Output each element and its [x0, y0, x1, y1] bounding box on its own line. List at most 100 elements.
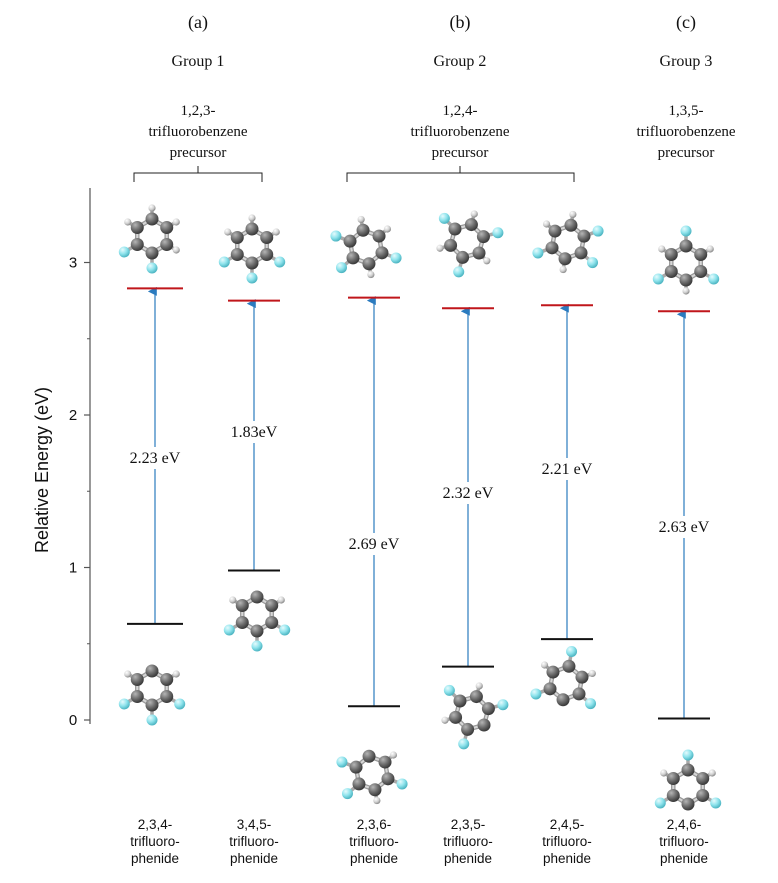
fluorine-atom: [566, 645, 578, 657]
fluorine-atom: [592, 225, 604, 237]
fluorine-atom: [585, 698, 597, 710]
precursor-label-2-line1: 1,2,4-: [443, 103, 478, 119]
y-tick-label-1: 1: [69, 560, 77, 577]
energy-levels: 2.23 eV 1.83eV 2.69 eV 2.32 eV 2.21 eV 2.63 e…: [125, 286, 714, 720]
hydrogen-atom: [373, 796, 381, 805]
fluorine-atom: [587, 257, 599, 269]
carbon-atom: [356, 223, 370, 237]
fluorine-atom: [390, 252, 402, 264]
carbon-atom: [230, 248, 244, 261]
carbon-atom: [378, 755, 392, 769]
precursor-brace-1: [133, 166, 263, 182]
panel-letter-c: (c): [676, 12, 696, 33]
transition-3: 2.69 eV: [344, 296, 404, 708]
molecule-radical-2: [218, 214, 286, 284]
fluorine-atom: [708, 273, 720, 285]
fluorine-atom: [336, 756, 348, 768]
gap-energy-label: 2.69 eV: [349, 536, 400, 553]
molecule-radical-5: [532, 210, 604, 274]
carbon-atom: [372, 229, 386, 243]
hydrogen-atom: [588, 669, 596, 678]
fluorine-atom: [251, 640, 263, 652]
precursor-label-3-line2: trifluorobenzene: [636, 124, 735, 140]
hydrogen-atom: [470, 210, 478, 218]
species-name-4-line2: trifluoro-: [443, 834, 493, 849]
hydrogen-atom: [540, 661, 549, 669]
carbon-atom: [666, 789, 680, 802]
precursor-label-1-line2: trifluorobenzene: [148, 124, 247, 140]
carbon-atom: [160, 673, 174, 686]
carbon-atom: [130, 238, 144, 251]
carbon-atom: [564, 218, 578, 232]
carbon-atom: [448, 222, 462, 236]
species-name-4-line1: 2,3,5-: [451, 817, 486, 832]
hydrogen-atom: [475, 682, 483, 690]
carbon-atom: [664, 248, 678, 261]
hydrogen-atom: [124, 670, 132, 678]
carbon-atom: [362, 257, 376, 271]
group-label-2: Group 2: [434, 53, 487, 70]
fluorine-atom: [223, 624, 235, 636]
hydrogen-atom: [383, 225, 392, 233]
carbon-atom: [250, 624, 264, 638]
species-name-6-line2: trifluoro-: [659, 834, 709, 849]
hydrogen-atom: [172, 246, 180, 254]
gap-label-background: [654, 516, 714, 538]
species-name-3-line2: trifluoro-: [349, 834, 399, 849]
carbon-atom: [130, 673, 144, 686]
carbon-atom: [230, 231, 244, 244]
fluorine-atom: [174, 698, 186, 710]
molecule-anion-3: [336, 749, 408, 805]
panel-c-header: (c) Group 3 1,3,5- trifluorobenzene prec…: [636, 12, 735, 161]
species-name-6-line3: phenide: [660, 851, 708, 866]
species-names: 2,3,4- trifluoro-phenide 3,4,5- trifluoro-p…: [130, 817, 709, 866]
carbon-atom: [368, 783, 382, 797]
fluorine-atom: [652, 273, 664, 285]
fluorine-atom: [492, 227, 504, 239]
transition-2: 1.83eV: [224, 299, 284, 572]
hydrogen-atom: [706, 245, 714, 253]
fluorine-atom: [438, 212, 450, 224]
species-name-5-line2: trifluoro-: [542, 834, 592, 849]
carbon-atom: [556, 693, 570, 707]
molecule-anion-6: [654, 749, 722, 811]
fluorine-atom: [341, 788, 353, 800]
carbon-atom: [245, 222, 259, 236]
carbon-atom: [160, 221, 174, 234]
fluorine-atom: [118, 698, 130, 710]
carbon-atom: [130, 690, 144, 703]
carbon-atom: [265, 599, 279, 612]
carbon-atom: [543, 682, 557, 696]
fluorine-atom: [680, 225, 692, 237]
molecule-anion-5: [530, 645, 597, 710]
hydrogen-atom: [542, 220, 551, 228]
group-label-3: Group 3: [660, 53, 713, 70]
fluorine-atom: [274, 256, 286, 268]
fluorine-atom: [246, 272, 258, 284]
gap-label-background: [125, 447, 185, 469]
gap-energy-label: 1.83eV: [231, 424, 278, 441]
precursor-label-1-line1: 1,2,3-: [181, 103, 216, 119]
hydrogen-atom: [248, 214, 256, 222]
carbon-atom: [681, 797, 695, 811]
molecule-anion-1: [118, 664, 186, 726]
species-name-3-line3: phenide: [350, 851, 398, 866]
y-tick-label-3: 3: [69, 255, 77, 272]
hydrogen-atom: [559, 265, 567, 274]
fluorine-atom: [279, 624, 291, 636]
y-axis: 0 1 2 3 Relative Energy (eV): [32, 188, 91, 729]
carbon-atom: [577, 229, 591, 243]
fluorine-atom: [682, 749, 694, 761]
fluorine-atom: [530, 688, 542, 700]
fluorine-atom: [335, 262, 347, 274]
carbon-atom: [696, 789, 710, 802]
fluorine-atom: [532, 247, 544, 259]
panel-letter-a: (a): [188, 12, 208, 33]
molecule-pictures: [118, 204, 722, 811]
y-axis-ticks: 0 1 2 3: [69, 255, 90, 729]
transition-6: 2.63 eV: [654, 309, 714, 720]
hydrogen-atom: [172, 218, 180, 226]
fluorine-atom: [146, 714, 158, 726]
fluorine-atom: [118, 246, 130, 258]
gap-energy-label: 2.23 eV: [130, 450, 181, 467]
